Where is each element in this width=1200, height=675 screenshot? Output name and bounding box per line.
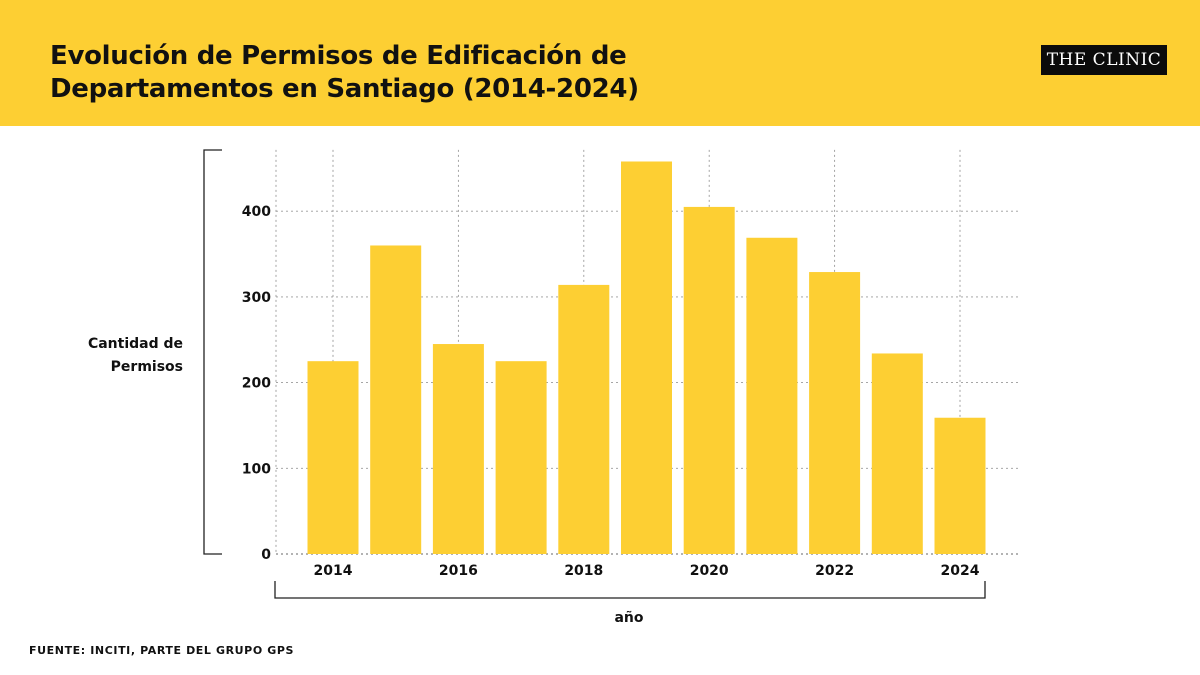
source-note: FUENTE: INCITI, PARTE DEL GRUPO GPS: [29, 644, 295, 657]
y-axis-bracket: [203, 149, 222, 555]
x-tick-label: 2014: [314, 563, 353, 579]
y-tick-label: 400: [242, 204, 271, 220]
y-axis-label-line-2: Permisos: [111, 359, 183, 375]
x-tick-label: 2020: [690, 563, 729, 579]
bar-2019: [621, 161, 672, 554]
y-tick-label: 300: [242, 290, 271, 306]
y-axis-label-line-1: Cantidad de: [88, 336, 183, 352]
x-tick-label: 2022: [815, 563, 854, 579]
bar-2023: [871, 353, 923, 554]
tick-layer: 0 100 200 300 400 2014 2016 2018 2020 2022 2024: [242, 204, 980, 579]
bar-layer: [307, 161, 986, 555]
bar-2017: [495, 361, 547, 554]
y-tick-label: 100: [242, 461, 271, 477]
bar-2016: [432, 344, 484, 554]
bar-2022: [809, 272, 861, 554]
bar-2015: [370, 245, 422, 555]
bar-2024: [934, 417, 986, 554]
x-axis-label: año: [614, 610, 643, 626]
brand-logo: THE CLINIC: [1041, 45, 1167, 75]
axis-layer: Cantidad de Permisos año: [88, 149, 986, 626]
bar-2020: [683, 206, 735, 555]
header-banner: Evolución de Permisos de Edificación de …: [0, 0, 1200, 126]
x-tick-label: 2024: [941, 563, 980, 579]
x-tick-label: 2016: [439, 563, 478, 579]
x-tick-label: 2018: [564, 563, 603, 579]
y-tick-label: 0: [261, 547, 271, 563]
x-axis-bracket: [274, 581, 986, 599]
bar-2014: [307, 361, 359, 554]
bar-2021: [746, 237, 798, 554]
chart-title: Evolución de Permisos de Edificación de …: [50, 41, 639, 104]
y-tick-label: 200: [242, 376, 271, 392]
bar-2018: [558, 284, 610, 554]
